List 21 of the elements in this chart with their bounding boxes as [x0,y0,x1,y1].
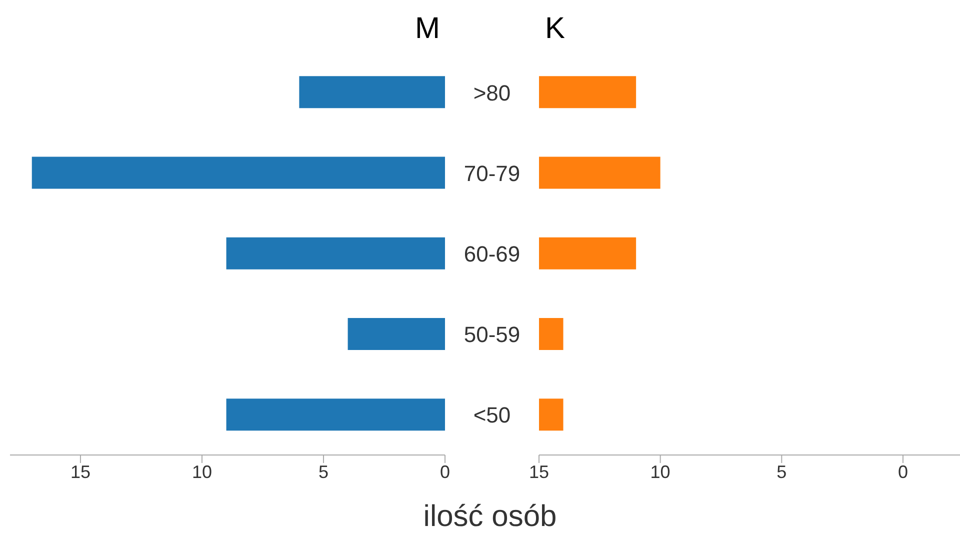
x-tick-label: 0 [440,462,450,482]
chart-title: M [415,12,440,46]
x-tick-label: 15 [70,462,90,482]
bar [226,398,445,431]
y-tick-label: >80 [473,80,511,106]
bar [348,318,445,350]
x-tick-label: 0 [898,462,908,482]
bar [226,237,445,270]
x-axis-title: ilość osób [422,500,558,534]
x-tick-label: 5 [318,462,328,482]
chart-title: K [545,12,566,46]
y-tick-label: 70-79 [464,160,520,186]
y-tick-label: <50 [473,402,511,428]
bar [32,156,445,189]
y-tick-label: 60-69 [464,242,520,266]
x-tick-label: 10 [650,462,670,482]
x-tick-label: 5 [776,462,787,482]
x-tick-label: 10 [192,462,212,482]
x-tick-label: 15 [528,462,550,482]
bar [299,76,445,108]
y-tick-label: 50-59 [464,322,520,348]
